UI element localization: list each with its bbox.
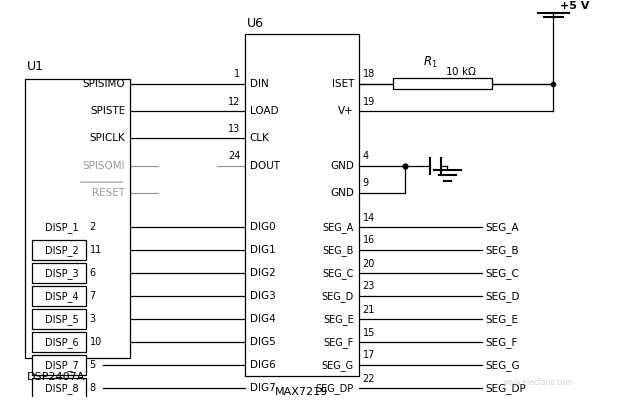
- Text: 14: 14: [363, 212, 375, 222]
- Text: CLK: CLK: [249, 134, 269, 144]
- Text: DISP_8: DISP_8: [45, 383, 78, 394]
- Text: SEG_F: SEG_F: [324, 337, 354, 348]
- Text: www.elecfans.com: www.elecfans.com: [503, 378, 573, 387]
- Text: DIG5: DIG5: [249, 337, 275, 347]
- Bar: [32, 263, 86, 283]
- Text: 9: 9: [363, 178, 369, 188]
- Bar: [32, 332, 86, 352]
- Text: SEG_D: SEG_D: [322, 291, 354, 302]
- Text: 20: 20: [363, 259, 375, 269]
- Text: DIG3: DIG3: [249, 291, 275, 301]
- Text: SPISIMO: SPISIMO: [83, 79, 126, 89]
- Text: DIG4: DIG4: [249, 314, 275, 324]
- Text: 4: 4: [363, 151, 369, 161]
- Text: ISET: ISET: [332, 79, 354, 89]
- Text: GND: GND: [330, 161, 354, 171]
- Bar: [32, 378, 86, 398]
- Bar: [245, 34, 359, 376]
- Text: SEG_C: SEG_C: [485, 268, 519, 279]
- Text: 21: 21: [363, 305, 375, 315]
- Text: 1: 1: [234, 69, 240, 79]
- Text: DOUT: DOUT: [249, 161, 280, 171]
- Text: 10 k$\Omega$: 10 k$\Omega$: [445, 65, 477, 77]
- Text: SEG_E: SEG_E: [485, 314, 519, 325]
- Text: SEG_B: SEG_B: [485, 245, 519, 256]
- Text: SEG_D: SEG_D: [485, 291, 520, 302]
- Bar: [32, 309, 86, 330]
- Text: 3: 3: [90, 314, 96, 324]
- Text: DIN: DIN: [249, 79, 269, 89]
- Text: 19: 19: [363, 96, 375, 106]
- Text: 8: 8: [90, 383, 96, 393]
- Text: DIG2: DIG2: [249, 268, 275, 278]
- Text: V+: V+: [338, 106, 354, 116]
- Text: GND: GND: [330, 188, 354, 198]
- Text: +5 V: +5 V: [560, 1, 589, 11]
- Text: DISP_7: DISP_7: [45, 360, 79, 370]
- Text: U1: U1: [27, 60, 43, 73]
- Text: DIG6: DIG6: [249, 360, 275, 370]
- Text: DISP_3: DISP_3: [45, 268, 78, 279]
- Text: DISP_6: DISP_6: [45, 337, 78, 348]
- Text: SEG_DP: SEG_DP: [485, 383, 526, 394]
- Text: LOAD: LOAD: [249, 106, 278, 116]
- Text: SEG_B: SEG_B: [322, 245, 354, 256]
- Bar: [25, 79, 131, 358]
- Text: SPISOMI: SPISOMI: [83, 161, 126, 171]
- Text: 10: 10: [90, 337, 102, 347]
- Text: DIG0: DIG0: [249, 222, 275, 232]
- Text: SPICLK: SPICLK: [90, 134, 126, 144]
- Text: SEG_F: SEG_F: [485, 337, 518, 348]
- Text: 15: 15: [363, 328, 375, 338]
- Text: RESET: RESET: [92, 188, 126, 198]
- Text: SEG_E: SEG_E: [323, 314, 354, 325]
- Text: 13: 13: [228, 124, 240, 134]
- Text: DIG7: DIG7: [249, 383, 275, 393]
- Bar: [32, 286, 86, 306]
- Text: 5: 5: [90, 360, 96, 370]
- Text: 23: 23: [363, 282, 375, 292]
- Text: SEG_A: SEG_A: [322, 222, 354, 233]
- Text: 2: 2: [90, 222, 96, 232]
- Text: SEG_C: SEG_C: [322, 268, 354, 279]
- Text: DISP_5: DISP_5: [45, 314, 79, 325]
- Text: SEG_G: SEG_G: [485, 360, 520, 370]
- Text: DISP_2: DISP_2: [45, 245, 79, 256]
- Text: SEG_G: SEG_G: [322, 360, 354, 370]
- Text: 6: 6: [90, 268, 96, 278]
- Text: 7: 7: [90, 291, 96, 301]
- Text: 22: 22: [363, 374, 375, 384]
- Bar: [32, 240, 86, 260]
- Text: DIG1: DIG1: [249, 245, 275, 255]
- Bar: [32, 355, 86, 375]
- Text: DSP2407A: DSP2407A: [27, 372, 85, 382]
- Text: 16: 16: [363, 236, 375, 246]
- Text: $R_1$: $R_1$: [423, 55, 437, 70]
- Text: 12: 12: [228, 96, 240, 106]
- Text: 24: 24: [228, 151, 240, 161]
- Text: MAX7219: MAX7219: [275, 387, 328, 397]
- Text: 11: 11: [90, 245, 102, 255]
- Text: 18: 18: [363, 69, 375, 79]
- Text: DISP_1: DISP_1: [45, 222, 78, 233]
- Bar: [393, 78, 491, 89]
- Text: SEG_DP: SEG_DP: [316, 383, 354, 394]
- Text: SPISTE: SPISTE: [90, 106, 126, 116]
- Text: SEG_A: SEG_A: [485, 222, 519, 233]
- Text: DISP_4: DISP_4: [45, 291, 78, 302]
- Text: 17: 17: [363, 350, 375, 360]
- Text: U6: U6: [246, 18, 264, 30]
